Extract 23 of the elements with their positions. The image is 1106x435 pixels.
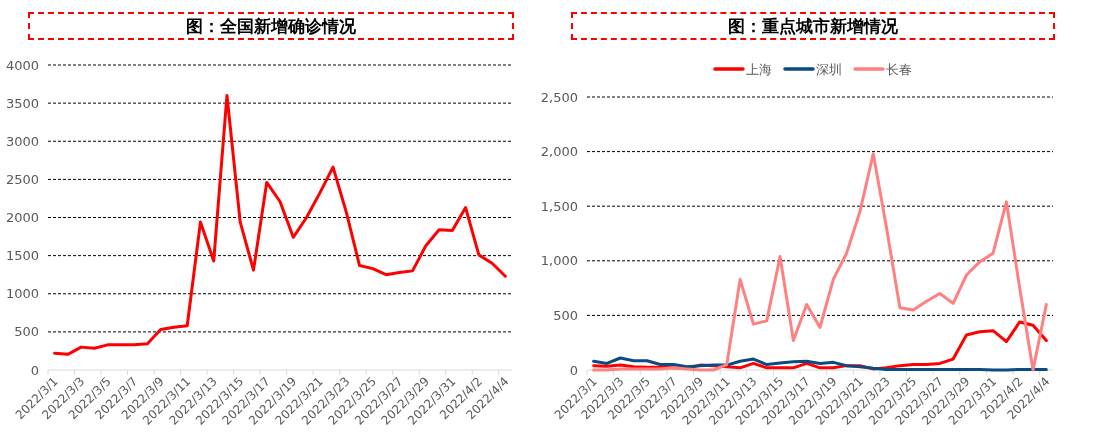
y-tick-label: 1,500 [540,198,578,214]
chart-title: 图：全国新增确诊情况 [28,12,514,40]
y-tick-label: 1000 [5,286,39,302]
chart-title: 图：重点城市新增情况 [571,12,1055,40]
y-tick-label: 2000 [5,210,39,225]
y-tick-label: 3500 [5,95,39,111]
legend-label: 长春 [886,62,912,77]
y-tick-label: 0 [569,362,578,378]
y-tick-label: 1500 [5,248,39,264]
y-tick-label: 2,500 [540,89,578,105]
y-tick-label: 4000 [5,57,39,73]
legend-label: 深圳 [816,62,842,77]
y-tick-label: 500 [14,324,39,340]
y-tick-label: 2,000 [540,144,578,160]
legend-label: 上海 [746,62,772,77]
y-tick-label: 3000 [5,133,39,149]
y-tick-label: 500 [553,307,578,323]
y-tick-label: 0 [30,362,39,378]
y-tick-label: 1,000 [540,253,578,269]
line-series [592,152,1048,372]
line-series [592,356,1048,372]
y-tick-label: 2500 [5,171,39,187]
line-series [53,94,507,356]
